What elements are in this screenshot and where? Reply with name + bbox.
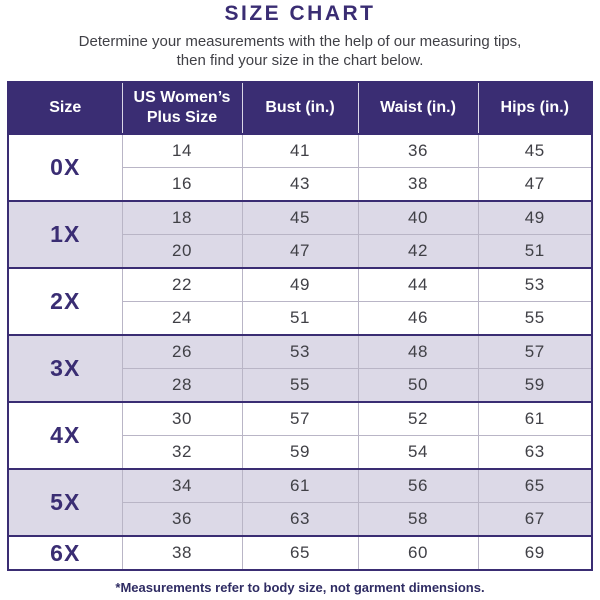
column-header-bust: Bust (in.) bbox=[242, 82, 359, 134]
table-row-6x-1: 6X 38 65 60 69 bbox=[8, 535, 592, 570]
size-label-0x: 0X bbox=[8, 133, 123, 201]
size-label-4x: 4X bbox=[8, 401, 123, 469]
plus-size-value: 34 bbox=[122, 468, 243, 503]
table-header: Size US Women’s Plus Size Bust (in.) Wai… bbox=[8, 82, 592, 134]
waist-value: 42 bbox=[358, 234, 479, 268]
table-row-5x-2: 36 63 58 67 bbox=[8, 502, 592, 536]
hips-value: 69 bbox=[478, 535, 592, 570]
hips-value: 65 bbox=[478, 468, 592, 503]
table-row-2x-1: 2X 22 49 44 53 bbox=[8, 267, 592, 335]
table-row-3x-2: 28 55 50 59 bbox=[8, 368, 592, 402]
waist-value: 60 bbox=[358, 535, 479, 570]
hips-value: 51 bbox=[478, 234, 592, 268]
plus-size-value: 32 bbox=[122, 435, 243, 469]
waist-value: 46 bbox=[358, 301, 479, 335]
waist-value: 54 bbox=[358, 435, 479, 469]
waist-value: 44 bbox=[358, 267, 479, 302]
table-row-0x-2: 16 43 38 47 bbox=[8, 167, 592, 201]
table-row-1x-1: 1X 18 45 40 49 bbox=[8, 200, 592, 268]
bust-value: 43 bbox=[242, 167, 359, 201]
plus-size-value: 14 bbox=[122, 133, 243, 168]
bust-value: 53 bbox=[242, 334, 359, 369]
bust-value: 51 bbox=[242, 301, 359, 335]
subtitle-line-2: then find your size in the chart below. bbox=[176, 52, 424, 69]
bust-value: 45 bbox=[242, 200, 359, 235]
waist-value: 58 bbox=[358, 502, 479, 536]
bust-value: 59 bbox=[242, 435, 359, 469]
column-header-hips: Hips (in.) bbox=[478, 82, 592, 134]
size-label-2x: 2X bbox=[8, 267, 123, 335]
plus-size-value: 16 bbox=[122, 167, 243, 201]
waist-value: 38 bbox=[358, 167, 479, 201]
size-label-1x: 1X bbox=[8, 200, 123, 268]
size-label-3x: 3X bbox=[8, 334, 123, 402]
bust-value: 41 bbox=[242, 133, 359, 168]
bust-value: 61 bbox=[242, 468, 359, 503]
plus-size-value: 22 bbox=[122, 267, 243, 302]
plus-size-value: 24 bbox=[122, 301, 243, 335]
hips-value: 67 bbox=[478, 502, 592, 536]
hips-value: 59 bbox=[478, 368, 592, 402]
table-row-1x-2: 20 47 42 51 bbox=[8, 234, 592, 268]
page-subtitle: Determine your measurements with the hel… bbox=[0, 32, 600, 70]
hips-value: 47 bbox=[478, 167, 592, 201]
plus-size-value: 38 bbox=[122, 535, 243, 570]
waist-value: 52 bbox=[358, 401, 479, 436]
bust-value: 57 bbox=[242, 401, 359, 436]
column-header-waist: Waist (in.) bbox=[358, 82, 479, 134]
plus-size-value: 26 bbox=[122, 334, 243, 369]
plus-size-value: 18 bbox=[122, 200, 243, 235]
plus-size-value: 30 bbox=[122, 401, 243, 436]
table-row-5x-1: 5X 34 61 56 65 bbox=[8, 468, 592, 536]
bust-value: 49 bbox=[242, 267, 359, 302]
waist-value: 40 bbox=[358, 200, 479, 235]
hips-value: 45 bbox=[478, 133, 592, 168]
bust-value: 55 bbox=[242, 368, 359, 402]
table-header-row: Size US Women’s Plus Size Bust (in.) Wai… bbox=[8, 82, 592, 134]
table-row-3x-1: 3X 26 53 48 57 bbox=[8, 334, 592, 402]
hips-value: 49 bbox=[478, 200, 592, 235]
hips-value: 53 bbox=[478, 267, 592, 302]
subtitle-line-1: Determine your measurements with the hel… bbox=[78, 33, 522, 50]
table-row-4x-1: 4X 30 57 52 61 bbox=[8, 401, 592, 469]
hips-value: 61 bbox=[478, 401, 592, 436]
waist-value: 50 bbox=[358, 368, 479, 402]
hips-value: 55 bbox=[478, 301, 592, 335]
plus-size-value: 20 bbox=[122, 234, 243, 268]
table-row-0x-1: 0X 14 41 36 45 bbox=[8, 133, 592, 201]
column-header-us-womens-plus-size: US Women’s Plus Size bbox=[122, 82, 243, 134]
waist-value: 56 bbox=[358, 468, 479, 503]
size-chart-table: Size US Women’s Plus Size Bust (in.) Wai… bbox=[7, 81, 593, 571]
waist-value: 48 bbox=[358, 334, 479, 369]
plus-size-value: 36 bbox=[122, 502, 243, 536]
hips-value: 57 bbox=[478, 334, 592, 369]
bust-value: 47 bbox=[242, 234, 359, 268]
waist-value: 36 bbox=[358, 133, 479, 168]
size-label-5x: 5X bbox=[8, 468, 123, 536]
table-row-2x-2: 24 51 46 55 bbox=[8, 301, 592, 335]
column-header-size: Size bbox=[8, 82, 123, 134]
size-label-6x: 6X bbox=[8, 535, 123, 570]
table-row-4x-2: 32 59 54 63 bbox=[8, 435, 592, 469]
footnote: *Measurements refer to body size, not ga… bbox=[115, 580, 485, 595]
page-title: SIZE CHART bbox=[224, 2, 376, 25]
bust-value: 63 bbox=[242, 502, 359, 536]
size-table-body: 0X 14 41 36 45 16 43 38 47 1X 18 45 40 49 20 47 42 51 2X 22… bbox=[8, 133, 592, 570]
hips-value: 63 bbox=[478, 435, 592, 469]
bust-value: 65 bbox=[242, 535, 359, 570]
plus-size-value: 28 bbox=[122, 368, 243, 402]
